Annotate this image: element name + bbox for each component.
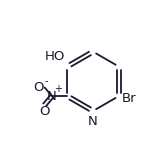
- Text: N: N: [47, 90, 57, 103]
- Text: O: O: [34, 81, 44, 94]
- Text: O: O: [39, 105, 50, 118]
- Text: N: N: [88, 115, 98, 128]
- Text: HO: HO: [45, 50, 65, 63]
- Text: +: +: [54, 84, 62, 94]
- Text: -: -: [45, 76, 48, 86]
- Text: Br: Br: [122, 92, 136, 105]
